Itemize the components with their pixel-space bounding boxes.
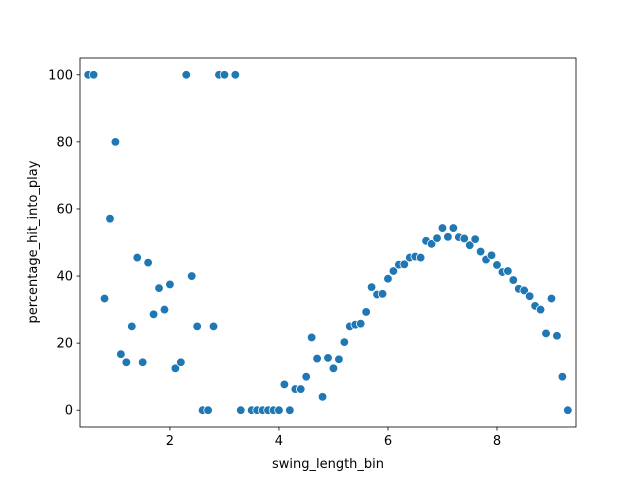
- data-point: [470, 234, 480, 244]
- data-point: [366, 282, 377, 292]
- data-point: [356, 319, 366, 329]
- data-point: [426, 239, 437, 249]
- y-axis-label: percentage_hit_into_play: [26, 160, 41, 323]
- data-point: [88, 70, 99, 80]
- x-axis-ticks: 2 4 6 8: [166, 427, 501, 449]
- x-tick-label: 4: [275, 434, 283, 449]
- data-point: [312, 353, 322, 364]
- data-point: [339, 337, 350, 347]
- y-tick-label: 40: [56, 270, 73, 285]
- y-tick-label: 100: [48, 68, 73, 83]
- data-point: [132, 252, 142, 263]
- y-tick-label: 20: [56, 337, 73, 352]
- data-point: [388, 266, 399, 276]
- data-points: [83, 70, 573, 415]
- data-point: [486, 250, 497, 260]
- data-point: [323, 353, 333, 363]
- data-point: [415, 252, 426, 263]
- data-point: [334, 354, 344, 364]
- data-point: [296, 384, 306, 394]
- data-point: [165, 279, 175, 290]
- data-point: [399, 259, 409, 269]
- data-point: [301, 372, 311, 382]
- data-point: [187, 271, 197, 281]
- x-tick-label: 2: [166, 434, 174, 449]
- data-point: [448, 223, 459, 233]
- data-point: [541, 328, 551, 339]
- data-point: [317, 392, 328, 402]
- data-point: [552, 331, 562, 341]
- data-point: [110, 137, 121, 147]
- data-point: [306, 332, 317, 343]
- data-point: [508, 275, 518, 285]
- data-point: [148, 309, 159, 319]
- data-point: [154, 283, 164, 293]
- data-point: [383, 274, 393, 284]
- data-point: [99, 293, 110, 304]
- data-point: [105, 214, 115, 224]
- data-point: [170, 363, 181, 373]
- data-point: [181, 70, 191, 80]
- y-tick-label: 60: [56, 202, 73, 217]
- data-point: [563, 405, 573, 415]
- data-point: [465, 240, 475, 250]
- data-point: [230, 70, 241, 80]
- data-point: [219, 70, 230, 80]
- data-point: [459, 233, 469, 244]
- data-point: [208, 321, 219, 332]
- data-point: [557, 372, 568, 382]
- data-point: [138, 357, 148, 367]
- data-point: [121, 357, 132, 367]
- plot-frame: [79, 57, 577, 428]
- plot-area: [80, 58, 576, 427]
- data-point: [192, 321, 202, 332]
- data-point: [274, 405, 284, 415]
- data-point: [127, 321, 137, 332]
- data-point: [116, 349, 126, 359]
- data-point: [159, 304, 170, 315]
- data-point: [503, 266, 513, 276]
- data-point: [519, 285, 529, 296]
- data-point: [535, 304, 546, 315]
- data-point: [279, 379, 290, 390]
- y-tick-label: 80: [56, 135, 73, 150]
- data-point: [437, 223, 448, 233]
- x-tick-label: 6: [384, 434, 392, 449]
- data-point: [285, 405, 295, 415]
- data-point: [443, 232, 453, 242]
- data-point: [176, 357, 186, 367]
- data-point: [328, 363, 339, 373]
- data-point: [143, 257, 153, 268]
- y-tick-label: 0: [65, 404, 73, 419]
- data-point: [236, 405, 246, 415]
- data-point: [492, 260, 502, 270]
- x-tick-label: 8: [493, 434, 501, 449]
- data-point: [475, 246, 486, 257]
- data-point: [524, 291, 535, 301]
- y-axis-ticks: 0 20 40 60 80 100: [48, 68, 80, 419]
- data-point: [546, 293, 557, 304]
- data-point: [432, 233, 442, 243]
- x-axis-label: swing_length_bin: [272, 457, 384, 472]
- data-point: [377, 289, 388, 299]
- data-point: [361, 307, 371, 317]
- data-point: [203, 405, 213, 415]
